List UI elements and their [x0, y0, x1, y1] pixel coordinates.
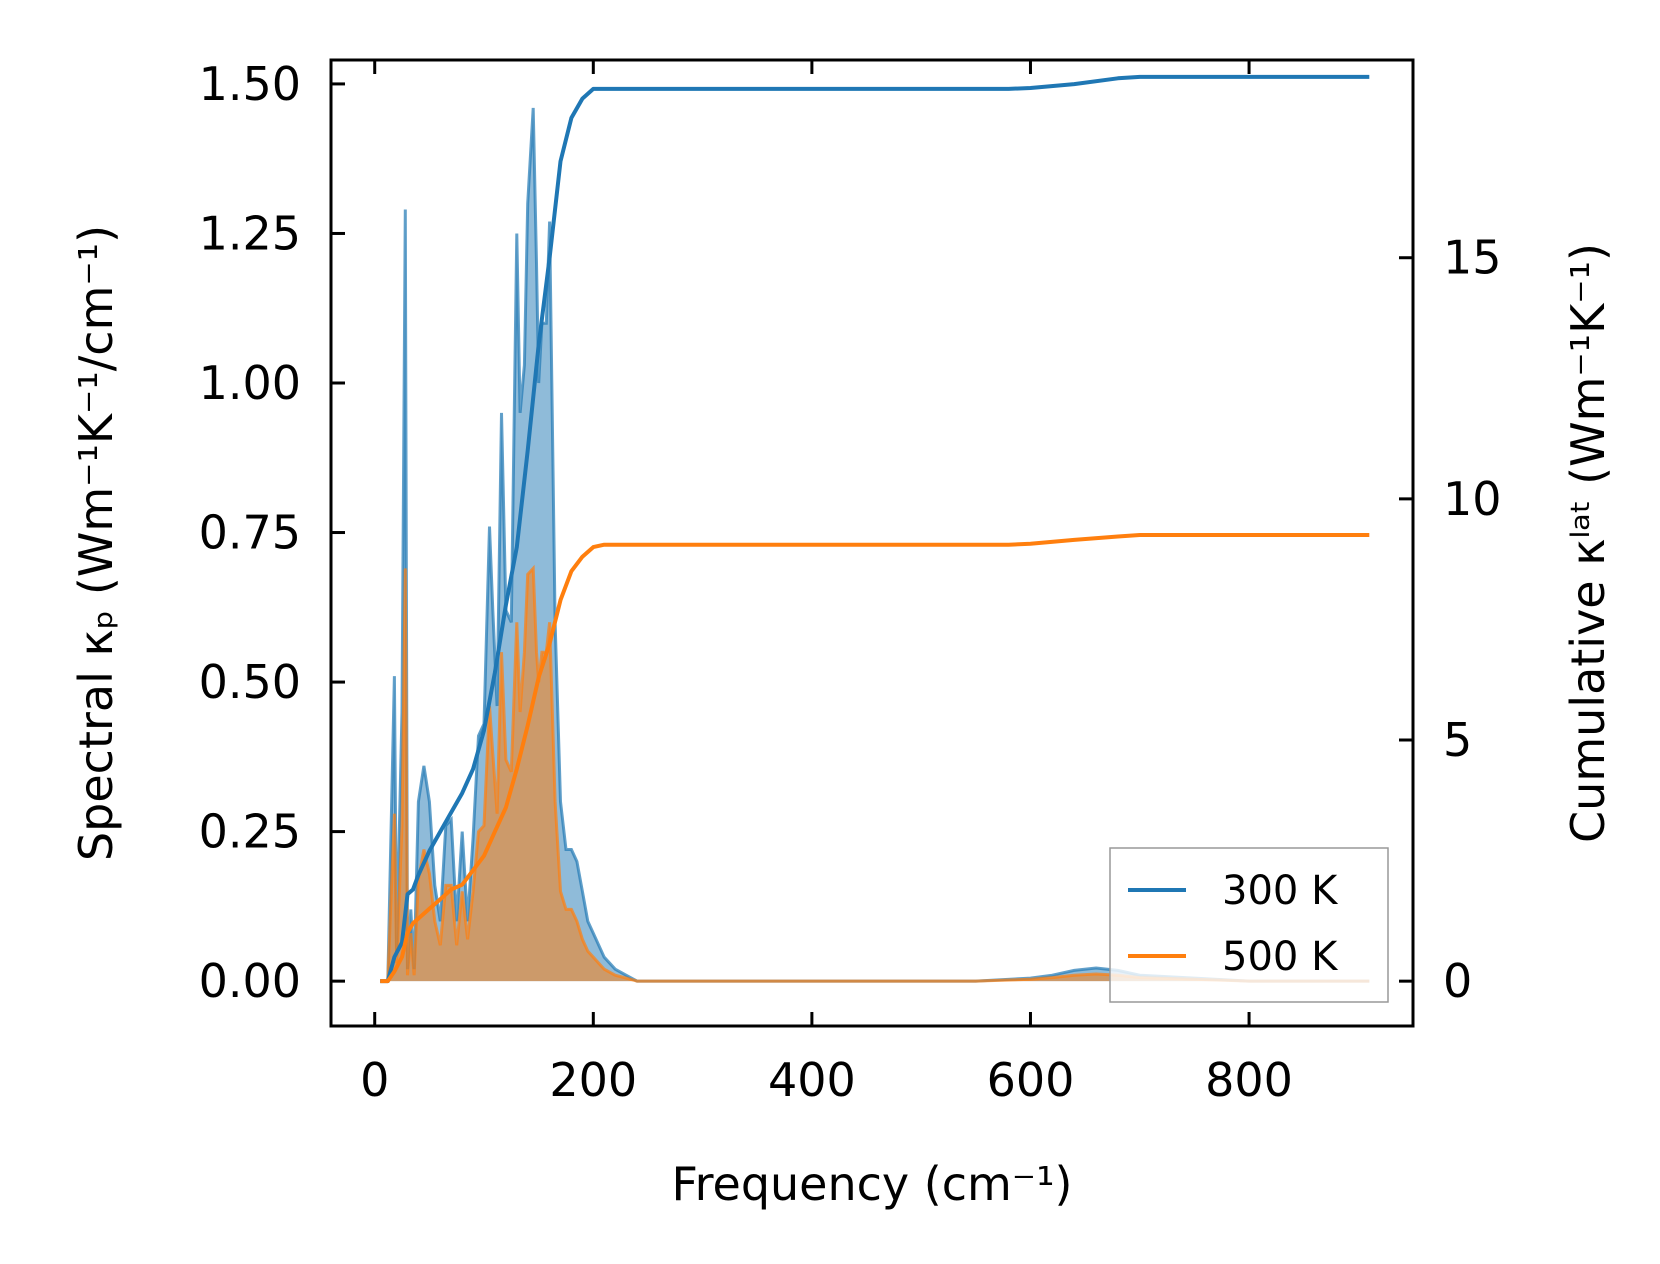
y-right-tick-label: 15 [1443, 231, 1502, 285]
y-tick-label: 0.25 [199, 805, 301, 859]
y-right-tick-label: 0 [1443, 954, 1472, 1008]
y-right-axis-label: Cumulative κˡᵃᵗ (Wm⁻¹K⁻¹) [1561, 243, 1615, 843]
x-tick-label: 800 [1205, 1053, 1293, 1107]
x-axis-label: Frequency (cm⁻¹) [672, 1157, 1073, 1211]
x-tick-label: 600 [987, 1053, 1075, 1107]
cumulative-line-500k [380, 533, 1370, 984]
legend: 300 K 500 K [1109, 847, 1389, 1003]
spectral-fill-500k [380, 568, 1370, 982]
y-axis-label: Spectral κₚ (Wm⁻¹K⁻¹/cm⁻¹) [69, 225, 123, 861]
x-tick-label: 400 [768, 1053, 856, 1107]
legend-box [1109, 847, 1389, 1003]
y-right-tick-label: 10 [1443, 472, 1502, 526]
y-tick-label: 1.25 [199, 206, 301, 260]
spectral-line-500k [380, 564, 1370, 983]
cumulative-line-300k [380, 74, 1370, 984]
y-tick-label: 1.50 [199, 57, 301, 111]
y-tick-label: 0.75 [199, 506, 301, 560]
legend-label-300k: 300 K [1222, 868, 1339, 914]
x-tick-label: 200 [549, 1053, 637, 1107]
plot-frame [329, 58, 1415, 1028]
x-tick-label: 0 [360, 1053, 389, 1107]
y-tick-label: 0.50 [199, 655, 301, 709]
y-tick-label: 1.00 [199, 356, 301, 410]
y-right-tick-label: 5 [1443, 713, 1472, 767]
y-tick-label: 0.00 [199, 954, 301, 1008]
legend-label-500k: 500 K [1222, 934, 1339, 980]
